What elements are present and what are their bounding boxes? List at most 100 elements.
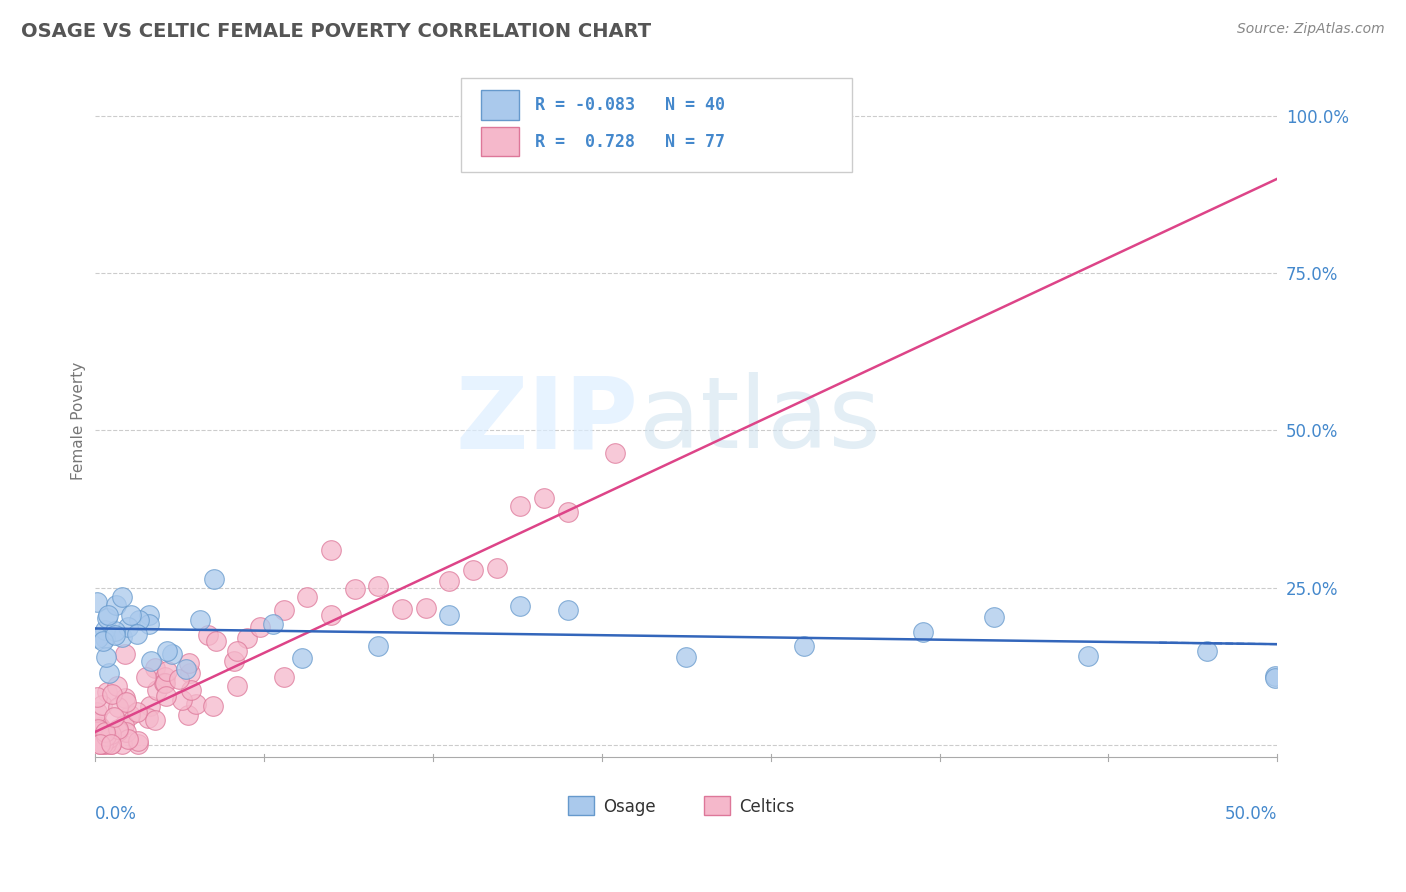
Point xyxy=(89,720,111,734)
Point xyxy=(509,500,531,514)
Point xyxy=(115,724,138,739)
Point xyxy=(114,647,136,661)
Point xyxy=(105,598,128,612)
Point xyxy=(138,617,160,632)
Point xyxy=(205,634,228,648)
Point xyxy=(93,634,115,648)
Point xyxy=(127,705,149,719)
Point xyxy=(273,603,295,617)
FancyBboxPatch shape xyxy=(481,127,519,156)
Point xyxy=(291,651,314,665)
Point xyxy=(93,624,115,638)
Point xyxy=(107,699,129,714)
Point xyxy=(201,699,224,714)
Point xyxy=(86,715,108,730)
Point xyxy=(97,608,120,623)
Point xyxy=(145,713,167,727)
Point xyxy=(143,661,166,675)
Point xyxy=(96,649,118,664)
Point xyxy=(135,670,157,684)
Point xyxy=(188,613,211,627)
Point xyxy=(1264,669,1286,683)
Point xyxy=(100,727,122,741)
Point xyxy=(86,705,108,719)
Point xyxy=(179,657,201,671)
Point xyxy=(114,691,136,706)
Text: atlas: atlas xyxy=(638,372,880,469)
Point xyxy=(1264,671,1286,685)
Point xyxy=(98,731,121,745)
Point xyxy=(461,564,484,578)
Point xyxy=(179,666,201,681)
Point xyxy=(127,733,149,747)
Point xyxy=(86,595,108,609)
Point xyxy=(249,619,271,633)
Y-axis label: Female Poverty: Female Poverty xyxy=(72,362,86,480)
Point xyxy=(87,631,110,645)
Point xyxy=(139,654,162,668)
Point xyxy=(262,616,284,631)
Point xyxy=(793,639,815,653)
Point xyxy=(321,608,343,623)
Text: OSAGE VS CELTIC FEMALE POVERTY CORRELATION CHART: OSAGE VS CELTIC FEMALE POVERTY CORRELATI… xyxy=(21,22,651,41)
Point xyxy=(156,665,179,679)
Text: R =  0.728   N = 77: R = 0.728 N = 77 xyxy=(534,133,724,151)
Point xyxy=(107,724,129,739)
Point xyxy=(557,505,579,519)
Point xyxy=(111,630,134,644)
Point xyxy=(1195,644,1218,658)
Point xyxy=(153,670,176,684)
Point xyxy=(94,725,117,739)
Point xyxy=(100,737,122,751)
Point xyxy=(170,692,193,706)
Point xyxy=(96,684,118,698)
Point xyxy=(297,590,319,604)
Point xyxy=(180,683,202,698)
Point xyxy=(415,601,437,615)
Point xyxy=(120,607,142,622)
Point xyxy=(485,561,508,575)
Point xyxy=(176,707,198,722)
Point xyxy=(202,572,225,586)
Point xyxy=(367,639,389,653)
Point xyxy=(100,737,122,751)
Point xyxy=(1077,649,1099,664)
Point xyxy=(103,710,125,724)
Point xyxy=(155,689,177,703)
Point xyxy=(97,665,120,680)
Point xyxy=(439,608,461,623)
Text: Osage: Osage xyxy=(603,797,655,815)
Point xyxy=(533,491,555,505)
Point xyxy=(184,697,207,711)
Text: 0.0%: 0.0% xyxy=(94,805,136,822)
Point xyxy=(89,723,111,737)
Point xyxy=(153,676,176,690)
Point xyxy=(94,737,117,751)
FancyBboxPatch shape xyxy=(568,796,593,814)
Point xyxy=(101,687,124,701)
Point xyxy=(117,732,139,747)
Point xyxy=(167,672,190,686)
Point xyxy=(139,699,162,714)
Point xyxy=(104,628,127,642)
Point xyxy=(114,695,136,709)
Point xyxy=(557,602,579,616)
Point xyxy=(94,729,117,743)
Point xyxy=(603,446,626,460)
Point xyxy=(87,722,110,736)
FancyBboxPatch shape xyxy=(461,78,852,172)
Point xyxy=(86,690,108,704)
Text: Celtics: Celtics xyxy=(740,797,794,815)
Point xyxy=(235,631,257,645)
Text: Source: ZipAtlas.com: Source: ZipAtlas.com xyxy=(1237,22,1385,37)
Point xyxy=(91,698,114,713)
FancyBboxPatch shape xyxy=(704,796,730,814)
Point xyxy=(162,647,184,661)
Point xyxy=(105,679,128,693)
Point xyxy=(197,628,219,642)
Point xyxy=(153,675,176,690)
FancyBboxPatch shape xyxy=(481,90,519,120)
Point xyxy=(225,679,247,693)
Point xyxy=(675,649,697,664)
Point xyxy=(156,644,179,658)
